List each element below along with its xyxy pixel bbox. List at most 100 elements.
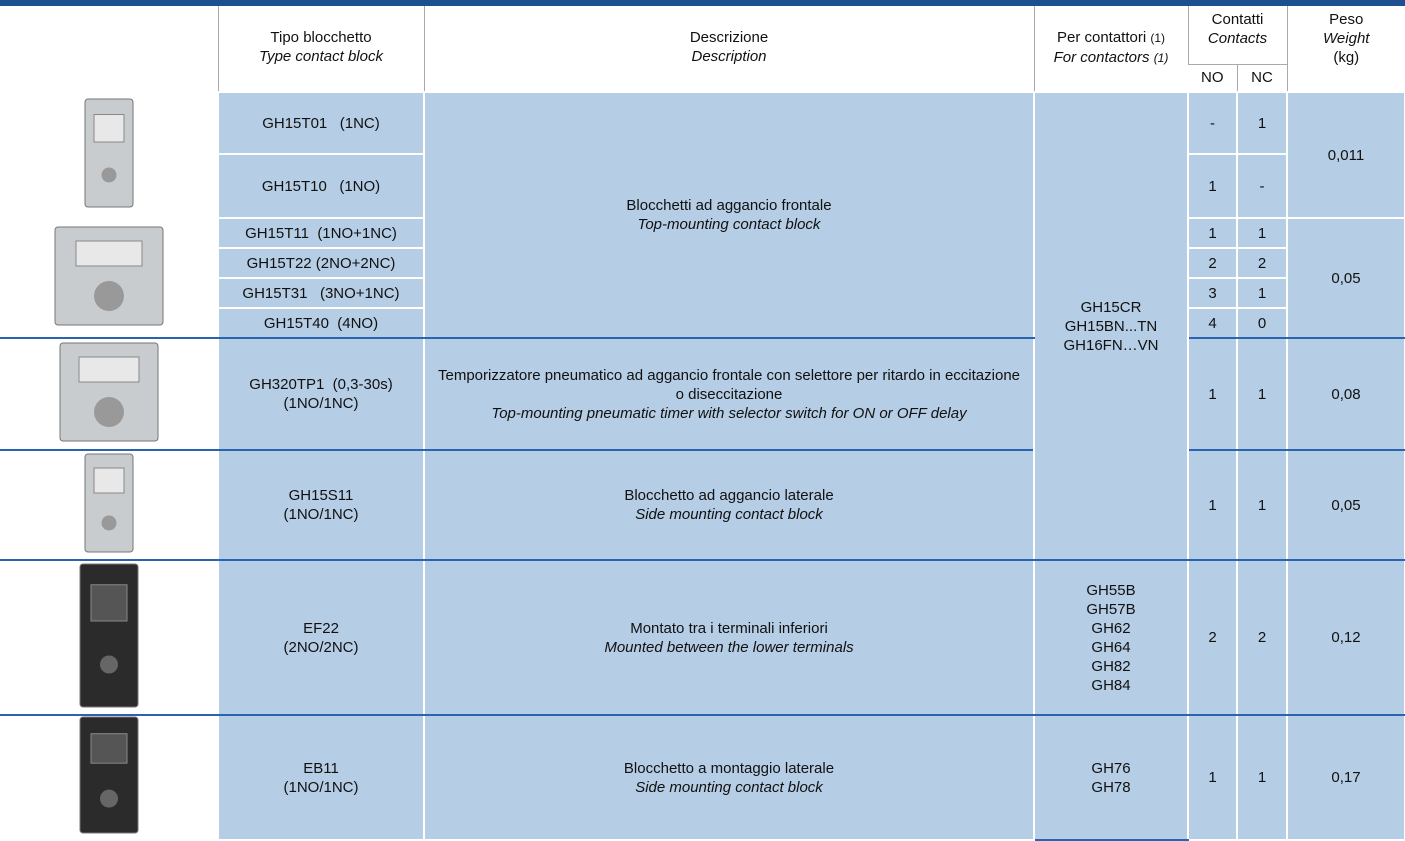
type-text: EF22 bbox=[303, 619, 339, 637]
type-text: GH15S11 bbox=[288, 487, 354, 504]
type-cell: EF22 (2NO/2NC) bbox=[217, 559, 425, 716]
product-image bbox=[59, 342, 158, 441]
contactor: GH84 bbox=[1091, 676, 1131, 694]
header-contactors: Per contattori (1) For contactors (1) bbox=[1033, 6, 1188, 92]
contactor: GH15BN...TN bbox=[1064, 317, 1158, 335]
type-cell: GH15T22 (2NO+2NC) bbox=[217, 247, 425, 279]
type-text: GH15T22 (2NO+2NC) bbox=[246, 254, 396, 272]
no-cell: 1 bbox=[1187, 217, 1238, 249]
contactors-cell: GH55B GH57B GH62 GH64 GH82 GH84 bbox=[1033, 559, 1189, 716]
type-text: (2NO/2NC) bbox=[283, 638, 359, 656]
no-cell: 2 bbox=[1187, 559, 1238, 716]
nc-cell: - bbox=[1235, 153, 1289, 219]
row: GH15T22 (2NO+2NC) 2 2 bbox=[0, 247, 1405, 279]
header-type: Tipo blocchetto Type contact block bbox=[217, 6, 424, 92]
type-cell: GH15T31 (3NO+1NC) bbox=[217, 277, 425, 309]
description-cell: Montato tra i terminali inferiori Mounted… bbox=[423, 559, 1035, 716]
row: GH15S11 (1NO/1NC) Blocchetto ad aggancio l… bbox=[0, 449, 1405, 561]
type-cell: GH15T40 (4NO) bbox=[217, 307, 425, 339]
product-image-cell bbox=[0, 714, 219, 841]
product-image bbox=[79, 717, 138, 834]
header-text: For contactors bbox=[1053, 49, 1150, 66]
type-text: GH15T01 (1NC) bbox=[262, 114, 380, 132]
contactors-cell: GH15CR GH15BN...TN GH16FN…VN bbox=[1033, 91, 1189, 561]
header-weight: Peso Weight (kg) bbox=[1286, 6, 1405, 92]
header-no: NO bbox=[1188, 63, 1237, 92]
product-image-cell bbox=[0, 217, 219, 339]
header-contacts: Contatti Contacts bbox=[1187, 6, 1288, 64]
header-desc: Descrizione Description bbox=[423, 6, 1034, 92]
no-cell: 4 bbox=[1187, 307, 1238, 339]
weight-cell: 0,05 bbox=[1286, 449, 1405, 561]
header-text: Contatti bbox=[1211, 11, 1264, 28]
contactor: GH55B bbox=[1086, 581, 1136, 599]
type-cell: GH15S11 (1NO/1NC) bbox=[217, 449, 425, 561]
contactor: GH57B bbox=[1086, 600, 1136, 618]
no-cell: 3 bbox=[1187, 277, 1238, 309]
type-text: GH15T40 (4NO) bbox=[263, 314, 379, 332]
product-image bbox=[54, 226, 163, 325]
nc-cell: 0 bbox=[1235, 307, 1289, 339]
nc-cell: 1 bbox=[1235, 337, 1289, 451]
description-en: Top-mounting contact block bbox=[637, 216, 821, 233]
nc-cell: 1 bbox=[1235, 277, 1289, 309]
description-en: Mounted between the lower terminals bbox=[604, 638, 854, 656]
type-text: (1NO/1NC) bbox=[283, 506, 359, 523]
header-text: (kg) bbox=[1333, 49, 1360, 66]
no-cell: - bbox=[1187, 91, 1238, 155]
type-cell: EB11 (1NO/1NC) bbox=[217, 714, 425, 841]
description-it: Temporizzatore pneumatico ad aggancio fr… bbox=[438, 366, 1020, 403]
nc-cell: 2 bbox=[1235, 559, 1289, 716]
type-cell: GH320TP1 (0,3-30s) (1NO/1NC) bbox=[217, 337, 425, 451]
weight-cell: 0,05 bbox=[1286, 217, 1405, 339]
type-cell: GH15T01 (1NC) bbox=[217, 91, 425, 155]
no-cell: 2 bbox=[1187, 247, 1238, 279]
product-image-cell bbox=[0, 559, 219, 716]
type-text: (1NO/1NC) bbox=[283, 395, 359, 412]
weight-cell: 0,17 bbox=[1286, 714, 1405, 841]
product-image-cell bbox=[0, 449, 219, 561]
row: GH320TP1 (0,3-30s) (1NO/1NC) Temporizzator… bbox=[0, 337, 1405, 451]
type-text: (1NO/1NC) bbox=[283, 778, 359, 796]
row: GH15T11 (1NO+1NC) 1 1 0,05 bbox=[0, 217, 1405, 339]
header-text: Per contattori bbox=[1056, 29, 1147, 46]
contactor: GH16FN…VN bbox=[1063, 336, 1159, 354]
header-text: Peso bbox=[1329, 11, 1364, 28]
contactor: GH76 bbox=[1091, 759, 1131, 777]
type-cell: GH15T11 (1NO+1NC) bbox=[217, 217, 425, 249]
description-en: Side mounting contact block bbox=[635, 506, 823, 523]
description-it: Montato tra i terminali inferiori bbox=[630, 619, 828, 637]
row: GH15T40 (4NO) 4 0 bbox=[0, 307, 1405, 339]
header-text: Description bbox=[691, 48, 767, 65]
row: GH15T10 (1NO) 1- bbox=[0, 153, 1405, 219]
product-image-cell bbox=[0, 91, 219, 219]
no-cell: 1 bbox=[1187, 337, 1238, 451]
contactor: GH62 bbox=[1091, 619, 1131, 637]
contactor: GH78 bbox=[1091, 778, 1131, 796]
header-text: Tipo blocchetto bbox=[270, 29, 372, 46]
no-cell: 1 bbox=[1187, 449, 1238, 561]
contactor: GH15CR bbox=[1080, 298, 1142, 316]
product-image bbox=[79, 563, 138, 707]
product-image-cell bbox=[0, 337, 219, 451]
description-cell: Blocchetto a montaggio laterale Side moun… bbox=[423, 714, 1035, 841]
header-nc: NC bbox=[1236, 63, 1288, 92]
row: GH15T31 (3NO+1NC) 3 1 bbox=[0, 277, 1405, 309]
weight-cell: 0,08 bbox=[1286, 337, 1405, 451]
no-cell: 1 bbox=[1187, 153, 1238, 219]
nc-cell: 1 bbox=[1235, 217, 1289, 249]
contactors-cell: GH76 GH78 bbox=[1033, 714, 1189, 841]
contactor: GH64 bbox=[1091, 638, 1131, 656]
nc-cell: 2 bbox=[1235, 247, 1289, 279]
note: (1) bbox=[1153, 51, 1169, 65]
no-cell: 1 bbox=[1187, 714, 1238, 841]
weight-cell: 0,011 bbox=[1286, 91, 1405, 219]
row: EF22 (2NO/2NC) Montato tra i terminali inf… bbox=[0, 559, 1405, 716]
row: GH15T01 (1NC) Blocchetti ad aggancio fron… bbox=[0, 91, 1405, 561]
nc-cell: 1 bbox=[1235, 714, 1289, 841]
description-en: Side mounting contact block bbox=[635, 778, 823, 796]
nc-cell: 1 bbox=[1235, 91, 1289, 155]
description-en: Top-mounting pneumatic timer with select… bbox=[491, 404, 967, 422]
description-it: Blocchetti ad aggancio frontale bbox=[626, 197, 832, 214]
